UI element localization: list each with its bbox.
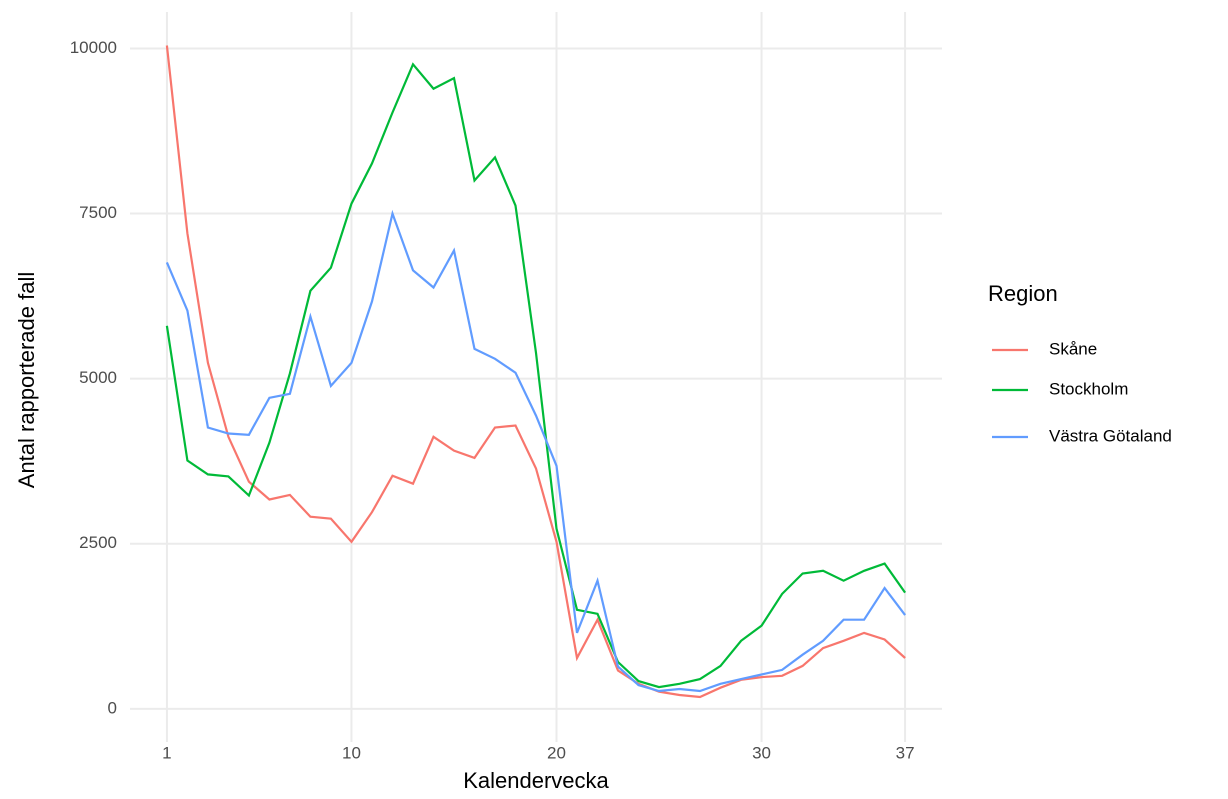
series-line <box>165 209 906 693</box>
x-tick-label: 37 <box>896 743 915 762</box>
legend-label: Västra Götaland <box>1049 426 1172 445</box>
y-axis-title: Antal rapporterade fall <box>14 272 39 488</box>
x-tick-label: 1 <box>162 743 171 762</box>
y-tick-label: 10000 <box>70 38 117 57</box>
x-tick-label: 30 <box>752 743 771 762</box>
series-line <box>165 45 906 699</box>
y-tick-label: 7500 <box>79 203 117 222</box>
x-axis-title: Kalendervecka <box>463 768 609 793</box>
y-tick-label: 0 <box>108 698 117 717</box>
series-line <box>165 62 906 689</box>
y-tick-label: 2500 <box>79 533 117 552</box>
y-tick-label: 5000 <box>79 368 117 387</box>
legend-title: Region <box>988 281 1058 306</box>
legend-label: Stockholm <box>1049 379 1128 398</box>
legend-label: Skåne <box>1049 339 1097 358</box>
x-tick-label: 20 <box>547 743 566 762</box>
x-tick-label: 10 <box>342 743 361 762</box>
